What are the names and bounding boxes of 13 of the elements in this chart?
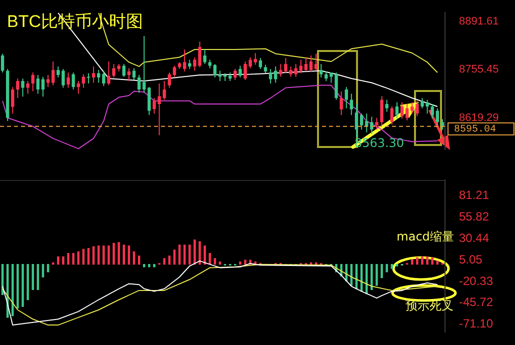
y-tick-label: 8619.29: [459, 112, 499, 124]
y-tick-label: 81.21: [459, 188, 490, 202]
y-tick-label: 8755.45: [459, 64, 499, 76]
ref-line-label: 8595.04: [454, 124, 496, 136]
y-tick-label: -20.33: [459, 274, 494, 288]
y-tick-label: -71.10: [459, 316, 494, 331]
y-tick-label: 5.05: [459, 252, 483, 266]
annotation: macd缩量: [396, 229, 454, 244]
annotation: 预示死叉: [405, 298, 454, 313]
y-tick-label: 55.82: [459, 210, 490, 224]
y-tick-label: 30.44: [459, 230, 490, 245]
y-tick-label: 8891.61: [459, 15, 499, 28]
y-tick-label: -45.72: [459, 295, 494, 310]
